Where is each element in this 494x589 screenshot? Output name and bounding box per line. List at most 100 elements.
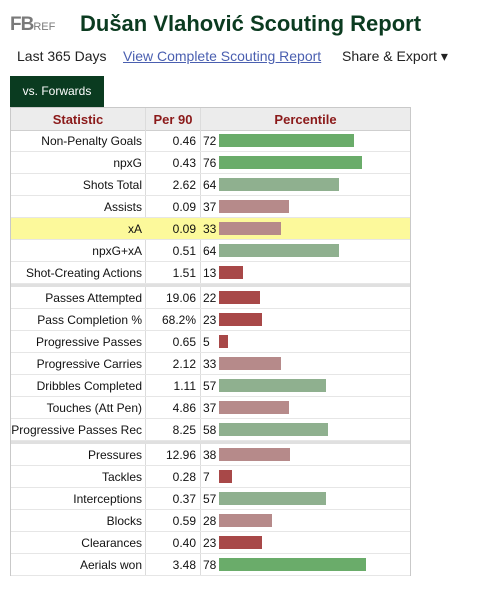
- scouting-table: Statistic Per 90 Percentile Non-Penalty …: [10, 107, 411, 576]
- table-row[interactable]: Aerials won 3.48 78: [11, 554, 410, 576]
- percentile-value: 13: [203, 266, 217, 280]
- table-row[interactable]: Passes Attempted 19.06 22: [11, 287, 410, 309]
- statistic-cell: Aerials won: [79, 558, 142, 572]
- percentile-value: 58: [203, 423, 217, 437]
- fbref-logo[interactable]: FBREF: [10, 14, 55, 36]
- table-row[interactable]: Pressures 12.96 38: [11, 444, 410, 466]
- percentile-bar: [219, 514, 272, 527]
- statistic-cell: Progressive Passes Rec: [11, 423, 142, 437]
- statistic-cell: Clearances: [81, 536, 142, 550]
- percentile-value: 64: [203, 178, 217, 192]
- statistic-cell: Pass Completion %: [37, 313, 142, 327]
- table-row[interactable]: Pass Completion % 68.2% 23: [11, 309, 410, 331]
- complete-report-link[interactable]: View Complete Scouting Report: [123, 48, 322, 64]
- logo-main: FB: [10, 14, 34, 35]
- percentile-bar: [219, 492, 326, 505]
- percentile-value: 57: [203, 492, 217, 506]
- per90-cell: 0.46: [172, 134, 196, 148]
- percentile-bar: [219, 335, 228, 348]
- page-header: FBREF Dušan Vlahović Scouting Report: [0, 10, 494, 40]
- percentile-bar: [219, 379, 326, 392]
- percentile-bar: [219, 423, 328, 436]
- column-divider: [200, 108, 201, 575]
- percentile-value: 72: [203, 134, 217, 148]
- statistic-cell: Passes Attempted: [45, 291, 142, 305]
- percentile-value: 76: [203, 156, 217, 170]
- table-row[interactable]: Assists 0.09 37: [11, 196, 410, 218]
- per90-cell: 0.43: [172, 156, 196, 170]
- percentile-bar: [219, 222, 281, 235]
- page-title: Dušan Vlahović Scouting Report: [80, 11, 422, 36]
- percentile-value: 23: [203, 536, 217, 550]
- percentile-value: 22: [203, 291, 217, 305]
- group-separator: [11, 284, 410, 287]
- statistic-cell: Tackles: [101, 470, 142, 484]
- statistic-cell: Assists: [103, 200, 142, 214]
- statistic-cell: npxG: [113, 156, 142, 170]
- per90-cell: 0.65: [172, 335, 196, 349]
- percentile-bar: [219, 134, 354, 147]
- tab-vs-forwards[interactable]: vs. Forwards: [10, 76, 104, 107]
- percentile-bar: [219, 156, 362, 169]
- table-row[interactable]: Tackles 0.28 7: [11, 466, 410, 488]
- table-row[interactable]: Shots Total 2.62 64: [11, 174, 410, 196]
- percentile-bar: [219, 200, 289, 213]
- statistic-cell: Shots Total: [82, 178, 142, 192]
- per90-cell: 8.25: [172, 423, 196, 437]
- percentile-value: 28: [203, 514, 217, 528]
- percentile-value: 33: [203, 357, 217, 371]
- column-header-per90[interactable]: Per 90: [153, 112, 193, 127]
- per90-cell: 0.40: [172, 536, 196, 550]
- percentile-bar: [219, 291, 260, 304]
- per90-cell: 0.09: [172, 222, 196, 236]
- per90-cell: 0.59: [172, 514, 196, 528]
- table-row[interactable]: Non-Penalty Goals 0.46 72: [11, 130, 410, 152]
- per90-cell: 68.2%: [161, 313, 196, 327]
- logo-sub: REF: [33, 21, 56, 33]
- share-export-menu[interactable]: Share & Export ▾: [342, 48, 448, 64]
- per90-cell: 0.37: [172, 492, 196, 506]
- table-row[interactable]: Progressive Passes Rec 8.25 58: [11, 419, 410, 441]
- per90-cell: 4.86: [172, 401, 196, 415]
- table-row[interactable]: Interceptions 0.37 57: [11, 488, 410, 510]
- percentile-bar: [219, 178, 339, 191]
- table-row[interactable]: Clearances 0.40 23: [11, 532, 410, 554]
- percentile-bar: [219, 470, 232, 483]
- statistic-cell: Non-Penalty Goals: [41, 134, 142, 148]
- table-row[interactable]: Shot-Creating Actions 1.51 13: [11, 262, 410, 284]
- statistic-cell: Touches (Att Pen): [46, 401, 142, 415]
- table-row[interactable]: Touches (Att Pen) 4.86 37: [11, 397, 410, 419]
- table-row[interactable]: npxG+xA 0.51 64: [11, 240, 410, 262]
- statistic-cell: Dribbles Completed: [36, 379, 142, 393]
- percentile-bar: [219, 558, 366, 571]
- percentile-bar: [219, 448, 290, 461]
- percentile-value: 78: [203, 558, 217, 572]
- table-row[interactable]: Progressive Carries 2.12 33: [11, 353, 410, 375]
- statistic-cell: Blocks: [106, 514, 142, 528]
- percentile-bar: [219, 536, 262, 549]
- table-row[interactable]: xA 0.09 33: [11, 218, 410, 240]
- percentile-bar: [219, 357, 281, 370]
- percentile-value: 23: [203, 313, 217, 327]
- percentile-bar: [219, 313, 262, 326]
- percentile-bar: [219, 244, 339, 257]
- percentile-value: 37: [203, 200, 217, 214]
- per90-cell: 0.09: [172, 200, 196, 214]
- per90-cell: 2.62: [172, 178, 196, 192]
- per90-cell: 19.06: [165, 291, 196, 305]
- column-header-statistic[interactable]: Statistic: [52, 112, 104, 127]
- table-row[interactable]: npxG 0.43 76: [11, 152, 410, 174]
- percentile-value: 38: [203, 448, 217, 462]
- statistic-cell: Progressive Carries: [36, 357, 142, 371]
- table-row[interactable]: Dribbles Completed 1.11 57: [11, 375, 410, 397]
- percentile-value: 33: [203, 222, 217, 236]
- sub-navigation: Last 365 Days View Complete Scouting Rep…: [0, 46, 494, 68]
- column-header-percentile[interactable]: Percentile: [274, 112, 337, 127]
- statistic-cell: Pressures: [87, 448, 142, 462]
- percentile-value: 7: [203, 470, 210, 484]
- group-separator: [11, 441, 410, 444]
- percentile-value: 64: [203, 244, 217, 258]
- table-row[interactable]: Blocks 0.59 28: [11, 510, 410, 532]
- table-row[interactable]: Progressive Passes 0.65 5: [11, 331, 410, 353]
- per90-cell: 1.11: [173, 379, 196, 393]
